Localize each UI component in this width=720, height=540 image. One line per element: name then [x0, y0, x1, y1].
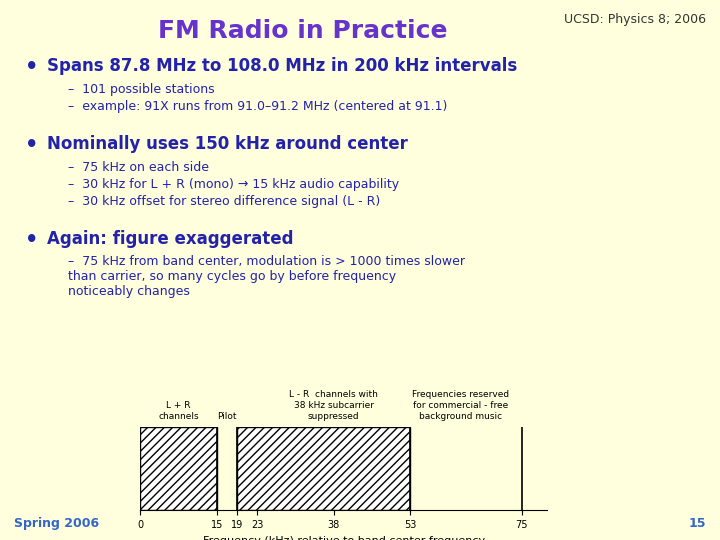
Text: •: •: [25, 57, 39, 77]
Text: Frequencies reserved
for commercial - free
background music: Frequencies reserved for commercial - fr…: [412, 390, 509, 421]
Text: Again: figure exaggerated: Again: figure exaggerated: [47, 230, 293, 247]
Bar: [140, 427, 217, 510]
Text: FM Radio in Practice: FM Radio in Practice: [158, 19, 447, 43]
Text: –  example: 91X runs from 91.0–91.2 MHz (centered at 91.1): – example: 91X runs from 91.0–91.2 MHz (…: [68, 100, 448, 113]
Text: L + R
channels: L + R channels: [158, 401, 199, 421]
X-axis label: Frequency (kHz) relative to band center frequency: Frequency (kHz) relative to band center …: [203, 536, 485, 540]
Bar: [237, 427, 410, 510]
Text: Spring 2006: Spring 2006: [14, 517, 99, 530]
Text: Pilot: Pilot: [217, 412, 237, 421]
Text: –  75 kHz from band center, modulation is > 1000 times slower
than carrier, so m: – 75 kHz from band center, modulation is…: [68, 255, 465, 299]
Text: –  75 kHz on each side: – 75 kHz on each side: [68, 161, 210, 174]
Text: •: •: [25, 135, 39, 155]
Text: L - R  channels with
38 kHz subcarrier
suppressed: L - R channels with 38 kHz subcarrier su…: [289, 390, 378, 421]
Text: •: •: [25, 230, 39, 249]
Text: UCSD: Physics 8; 2006: UCSD: Physics 8; 2006: [564, 14, 706, 26]
Text: 15: 15: [688, 517, 706, 530]
Text: –  30 kHz offset for stereo difference signal (L - R): – 30 kHz offset for stereo difference si…: [68, 195, 381, 208]
Text: Spans 87.8 MHz to 108.0 MHz in 200 kHz intervals: Spans 87.8 MHz to 108.0 MHz in 200 kHz i…: [47, 57, 517, 75]
Text: Nominally uses 150 kHz around center: Nominally uses 150 kHz around center: [47, 135, 408, 153]
Text: –  30 kHz for L + R (mono) → 15 kHz audio capability: – 30 kHz for L + R (mono) → 15 kHz audio…: [68, 178, 400, 191]
Text: –  101 possible stations: – 101 possible stations: [68, 83, 215, 96]
